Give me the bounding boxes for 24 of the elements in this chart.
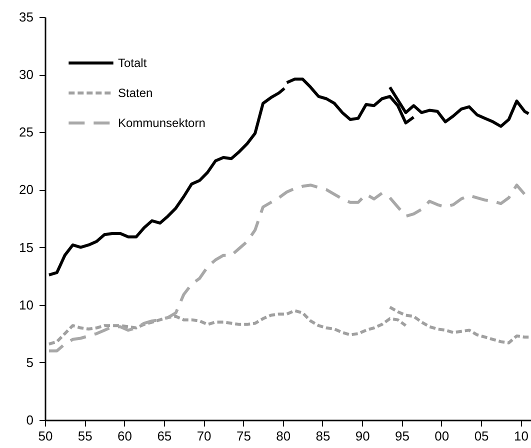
x-tick-label: 80 xyxy=(276,428,291,444)
x-tick-label: 00 xyxy=(434,428,450,444)
y-tick-label: 35 xyxy=(19,10,34,24)
y-tick-label: 15 xyxy=(19,240,34,255)
x-tick-label: 75 xyxy=(236,428,251,444)
x-tick-label: 05 xyxy=(474,428,489,444)
y-tick-label: 0 xyxy=(26,412,34,428)
y-tick-label: 25 xyxy=(19,124,34,140)
y-tick-label: 10 xyxy=(19,297,34,312)
x-tick-label: 85 xyxy=(316,428,330,444)
y-tick-label: 5 xyxy=(26,354,34,370)
legend-label: Staten xyxy=(118,86,153,100)
legend-label: Kommunsektorn xyxy=(118,116,206,130)
x-tick-label: 50 xyxy=(38,428,53,444)
y-tick-label: 30 xyxy=(19,67,34,82)
x-tick-label: 55 xyxy=(78,428,92,444)
legend-label: Totalt xyxy=(118,56,148,70)
x-tick-label: 60 xyxy=(118,428,132,444)
x-tick-label: 10 xyxy=(514,428,528,444)
x-tick-label: 95 xyxy=(395,428,410,444)
x-tick-label: 65 xyxy=(157,428,172,444)
x-tick-label: 90 xyxy=(355,428,370,444)
y-tick-label: 20 xyxy=(19,182,34,198)
x-tick-label: 70 xyxy=(196,428,212,444)
